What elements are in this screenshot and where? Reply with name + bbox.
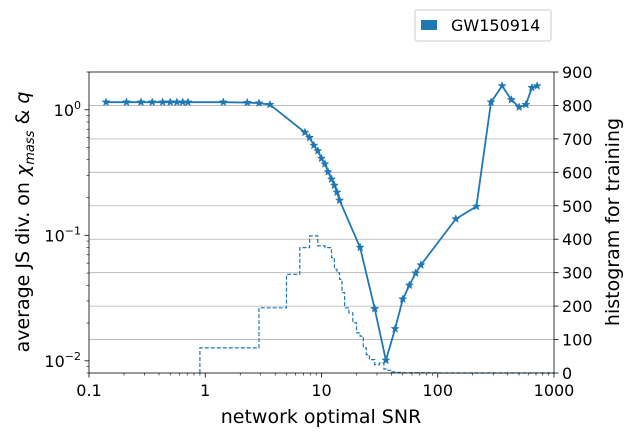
- series-point: [514, 102, 524, 112]
- series-point: [381, 355, 391, 365]
- series-point: [242, 97, 252, 107]
- x-tick-label: 0.1: [76, 381, 101, 400]
- series-line: [106, 84, 538, 361]
- x-axis-label: network optimal SNR: [221, 406, 422, 428]
- series-point: [157, 97, 168, 107]
- series-point: [532, 80, 542, 90]
- y-axis-label: average JS div. on χmass & q: [12, 92, 38, 353]
- series-point: [527, 82, 537, 92]
- series-point: [334, 195, 345, 205]
- y2-tick-label: 400: [562, 230, 593, 249]
- y-axis-ticks: 10−2 10−1 100: [44, 71, 89, 374]
- series-point: [101, 97, 111, 107]
- training-histogram: [199, 235, 554, 374]
- series-point: [265, 99, 275, 109]
- series-point: [521, 99, 531, 109]
- y-tick-label: 10−2: [44, 350, 81, 371]
- y2-tick-label: 300: [562, 264, 593, 283]
- series-point: [218, 97, 228, 107]
- y2-tick-label: 700: [562, 130, 593, 149]
- series-point: [370, 303, 380, 313]
- x-tick-label: 1000: [534, 381, 575, 400]
- y2-tick-label: 800: [562, 96, 593, 115]
- series-point: [183, 97, 193, 107]
- y-tick-label: 100: [54, 99, 81, 120]
- series-point: [254, 98, 264, 108]
- y2-tick-label: 0: [562, 364, 572, 383]
- x-tick-label: 100: [422, 381, 453, 400]
- y2-tick-label: 500: [562, 197, 593, 216]
- js-divergence-markers: [101, 80, 542, 365]
- js-divergence-series: [106, 84, 538, 361]
- legend: GW150914: [414, 9, 552, 42]
- series-point: [416, 260, 426, 269]
- series-point: [147, 97, 157, 107]
- series-point: [355, 242, 365, 252]
- series-point: [497, 80, 507, 90]
- y2-gridlines: [89, 105, 554, 340]
- legend-label: GW150914: [451, 16, 540, 35]
- series-point: [300, 127, 310, 137]
- series-point: [332, 187, 342, 197]
- series-point: [486, 97, 496, 107]
- series-point: [506, 94, 517, 104]
- series-point: [165, 97, 175, 107]
- legend-swatch: [421, 20, 437, 30]
- y2-axis-label: histogram for training: [602, 118, 624, 326]
- series-point: [316, 153, 327, 163]
- y-tick-label: 10−1: [44, 224, 81, 245]
- plot-frame: [88, 71, 555, 374]
- series-point: [309, 140, 319, 150]
- series-point: [121, 97, 132, 107]
- y2-tick-label: 200: [562, 297, 593, 316]
- x-tick-label: 1: [200, 381, 210, 400]
- y2-tick-label: 600: [562, 163, 593, 182]
- series-point: [313, 145, 323, 155]
- legend-frame: [414, 9, 552, 42]
- series-point: [323, 166, 333, 176]
- series-point: [329, 180, 340, 190]
- x-tick-label: 10: [311, 381, 331, 400]
- y2-tick-label: 100: [562, 331, 593, 350]
- series-point: [404, 280, 415, 290]
- series-point: [320, 159, 330, 168]
- series-point: [471, 201, 482, 211]
- series-point: [410, 268, 421, 278]
- y2-tick-label: 900: [562, 63, 593, 82]
- series-point: [304, 132, 315, 142]
- histogram-steps: [199, 235, 554, 374]
- x-axis-ticks: 0.1 1 10 100 1000: [76, 373, 574, 400]
- series-point: [451, 214, 461, 223]
- series-point: [136, 97, 146, 107]
- series-point: [398, 294, 408, 304]
- series-point: [390, 323, 400, 333]
- series-point: [326, 174, 337, 184]
- y2-axis-ticks: 0 100 200 300 400 500 600 700 800 900: [554, 63, 593, 383]
